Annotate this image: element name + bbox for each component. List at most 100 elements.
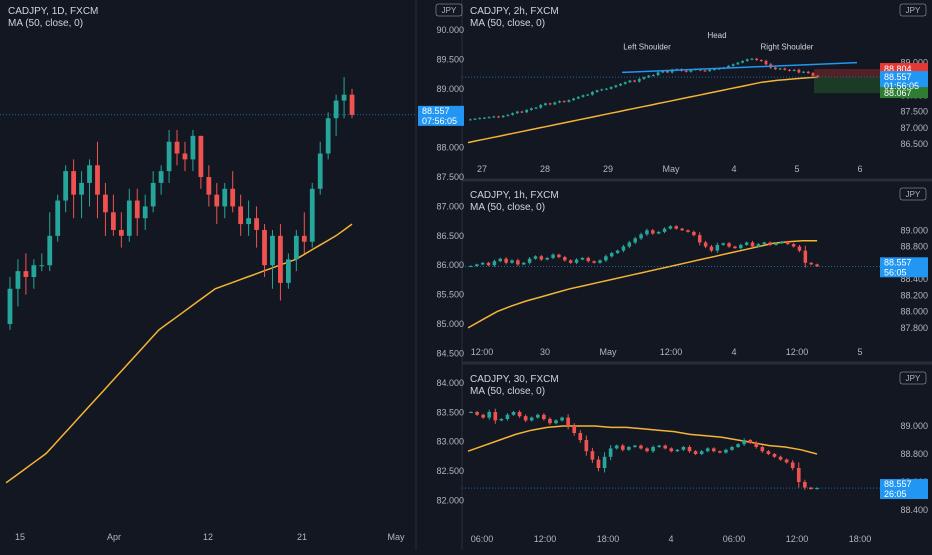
candle-body (756, 244, 761, 247)
candle-body (750, 242, 755, 247)
candle-body (468, 119, 472, 121)
candle-body (604, 256, 608, 261)
candle-body (697, 235, 702, 243)
chart-title: CADJPY, 30, FXCM (470, 374, 559, 385)
pattern-label: Right Shoulder (761, 43, 814, 52)
candle-body (333, 100, 339, 119)
currency-label: JPY (906, 374, 921, 383)
candle-body (608, 448, 613, 457)
candle-body (486, 262, 491, 266)
candle-body (590, 92, 594, 95)
candle-body (645, 230, 649, 235)
candle-body (803, 482, 807, 488)
countdown-value: 01:56:05 (884, 81, 919, 91)
candle-body (554, 420, 558, 424)
candle-body (730, 447, 734, 450)
candle-body (639, 234, 643, 239)
candle-body (656, 72, 660, 76)
candle-body (475, 264, 479, 267)
candle-body (246, 218, 251, 225)
last-price-tag (418, 105, 464, 126)
candle-body (661, 70, 665, 73)
y-tick-label: 90.000 (436, 25, 464, 35)
candle-body (668, 226, 673, 229)
candle-body (341, 94, 347, 101)
candle-body (633, 445, 637, 447)
candle-body (621, 246, 626, 251)
y-tick-label: 88.800 (900, 242, 928, 252)
currency-badge (899, 3, 927, 17)
candle-body (614, 85, 618, 88)
candle-body (592, 261, 596, 263)
candle-body (158, 171, 164, 183)
chart-panel-0: 82.000 82.500 83.000 83.500 84.000 84.500 85.0… (0, 3, 464, 542)
candle-body (784, 459, 789, 463)
candle-body (566, 417, 570, 426)
currency-badge (899, 371, 927, 385)
candle-body (598, 260, 602, 263)
candle-body (505, 414, 510, 419)
candle-body (744, 242, 749, 245)
candle-body (791, 244, 796, 247)
y-tick-label: 86.000 (436, 260, 464, 270)
y-tick-label: 86.500 (436, 231, 464, 241)
candle-body (576, 96, 580, 99)
candle-body (563, 257, 567, 261)
candle-body (686, 230, 690, 232)
candle-body (15, 271, 21, 289)
candle-body (529, 108, 533, 110)
candle-body (605, 88, 608, 90)
candle-body (504, 258, 508, 263)
candle-body (680, 228, 684, 231)
candle-body (499, 419, 504, 421)
y-tick-label: 89.000 (900, 58, 928, 68)
candle-body (663, 445, 668, 449)
x-tick-label: 12:00 (786, 534, 809, 544)
candle-body (325, 118, 331, 154)
candle-body (501, 115, 505, 118)
candle-body (520, 111, 524, 113)
candle-body (647, 75, 651, 78)
candle-body (816, 75, 820, 78)
candle-body (774, 67, 777, 70)
candle-body (166, 141, 172, 172)
take-profit-zone (814, 77, 880, 94)
candle-body (525, 109, 529, 113)
candle-body (7, 288, 13, 325)
y-tick-label: 84.500 (436, 348, 464, 358)
neckline[interactable] (621, 61, 858, 74)
chart-panel-2: 87.80088.00088.20088.40088.60088.80089.0… (462, 187, 928, 357)
candle-body (703, 70, 707, 72)
last-price-value: 88.557 (884, 72, 912, 82)
candle-body (557, 254, 561, 258)
ma-legend: MA (50, close, 0) (8, 18, 83, 29)
y-tick-label: 86.500 (900, 139, 928, 149)
candle-body (317, 153, 323, 189)
x-tick-label: 6 (857, 164, 862, 174)
chart-title: CADJPY, 1h, FXCM (470, 190, 559, 201)
candle-body (95, 165, 100, 195)
y-tick-label: 88.200 (900, 290, 928, 300)
candle-body (581, 95, 585, 97)
last-price-tag (880, 71, 928, 92)
countdown-value: 56:05 (884, 267, 907, 277)
candle-body (487, 117, 491, 119)
candle-body (506, 114, 510, 116)
candle-body (623, 82, 627, 84)
x-tick-label: 4 (731, 347, 736, 357)
candle-body (748, 440, 753, 443)
candle-body (774, 243, 778, 245)
candle-body (558, 101, 561, 103)
y-tick-label: 88.400 (900, 274, 928, 284)
candle-body (118, 229, 124, 236)
y-tick-label: 88.800 (900, 449, 928, 459)
candle-body (783, 68, 787, 70)
candle-body (539, 105, 543, 108)
x-tick-label: May (599, 347, 617, 357)
candle-body (578, 433, 583, 440)
candle-body (802, 71, 805, 73)
candle-body (609, 87, 613, 89)
y-tick-label: 87.000 (900, 123, 928, 133)
candle-body (584, 440, 589, 452)
